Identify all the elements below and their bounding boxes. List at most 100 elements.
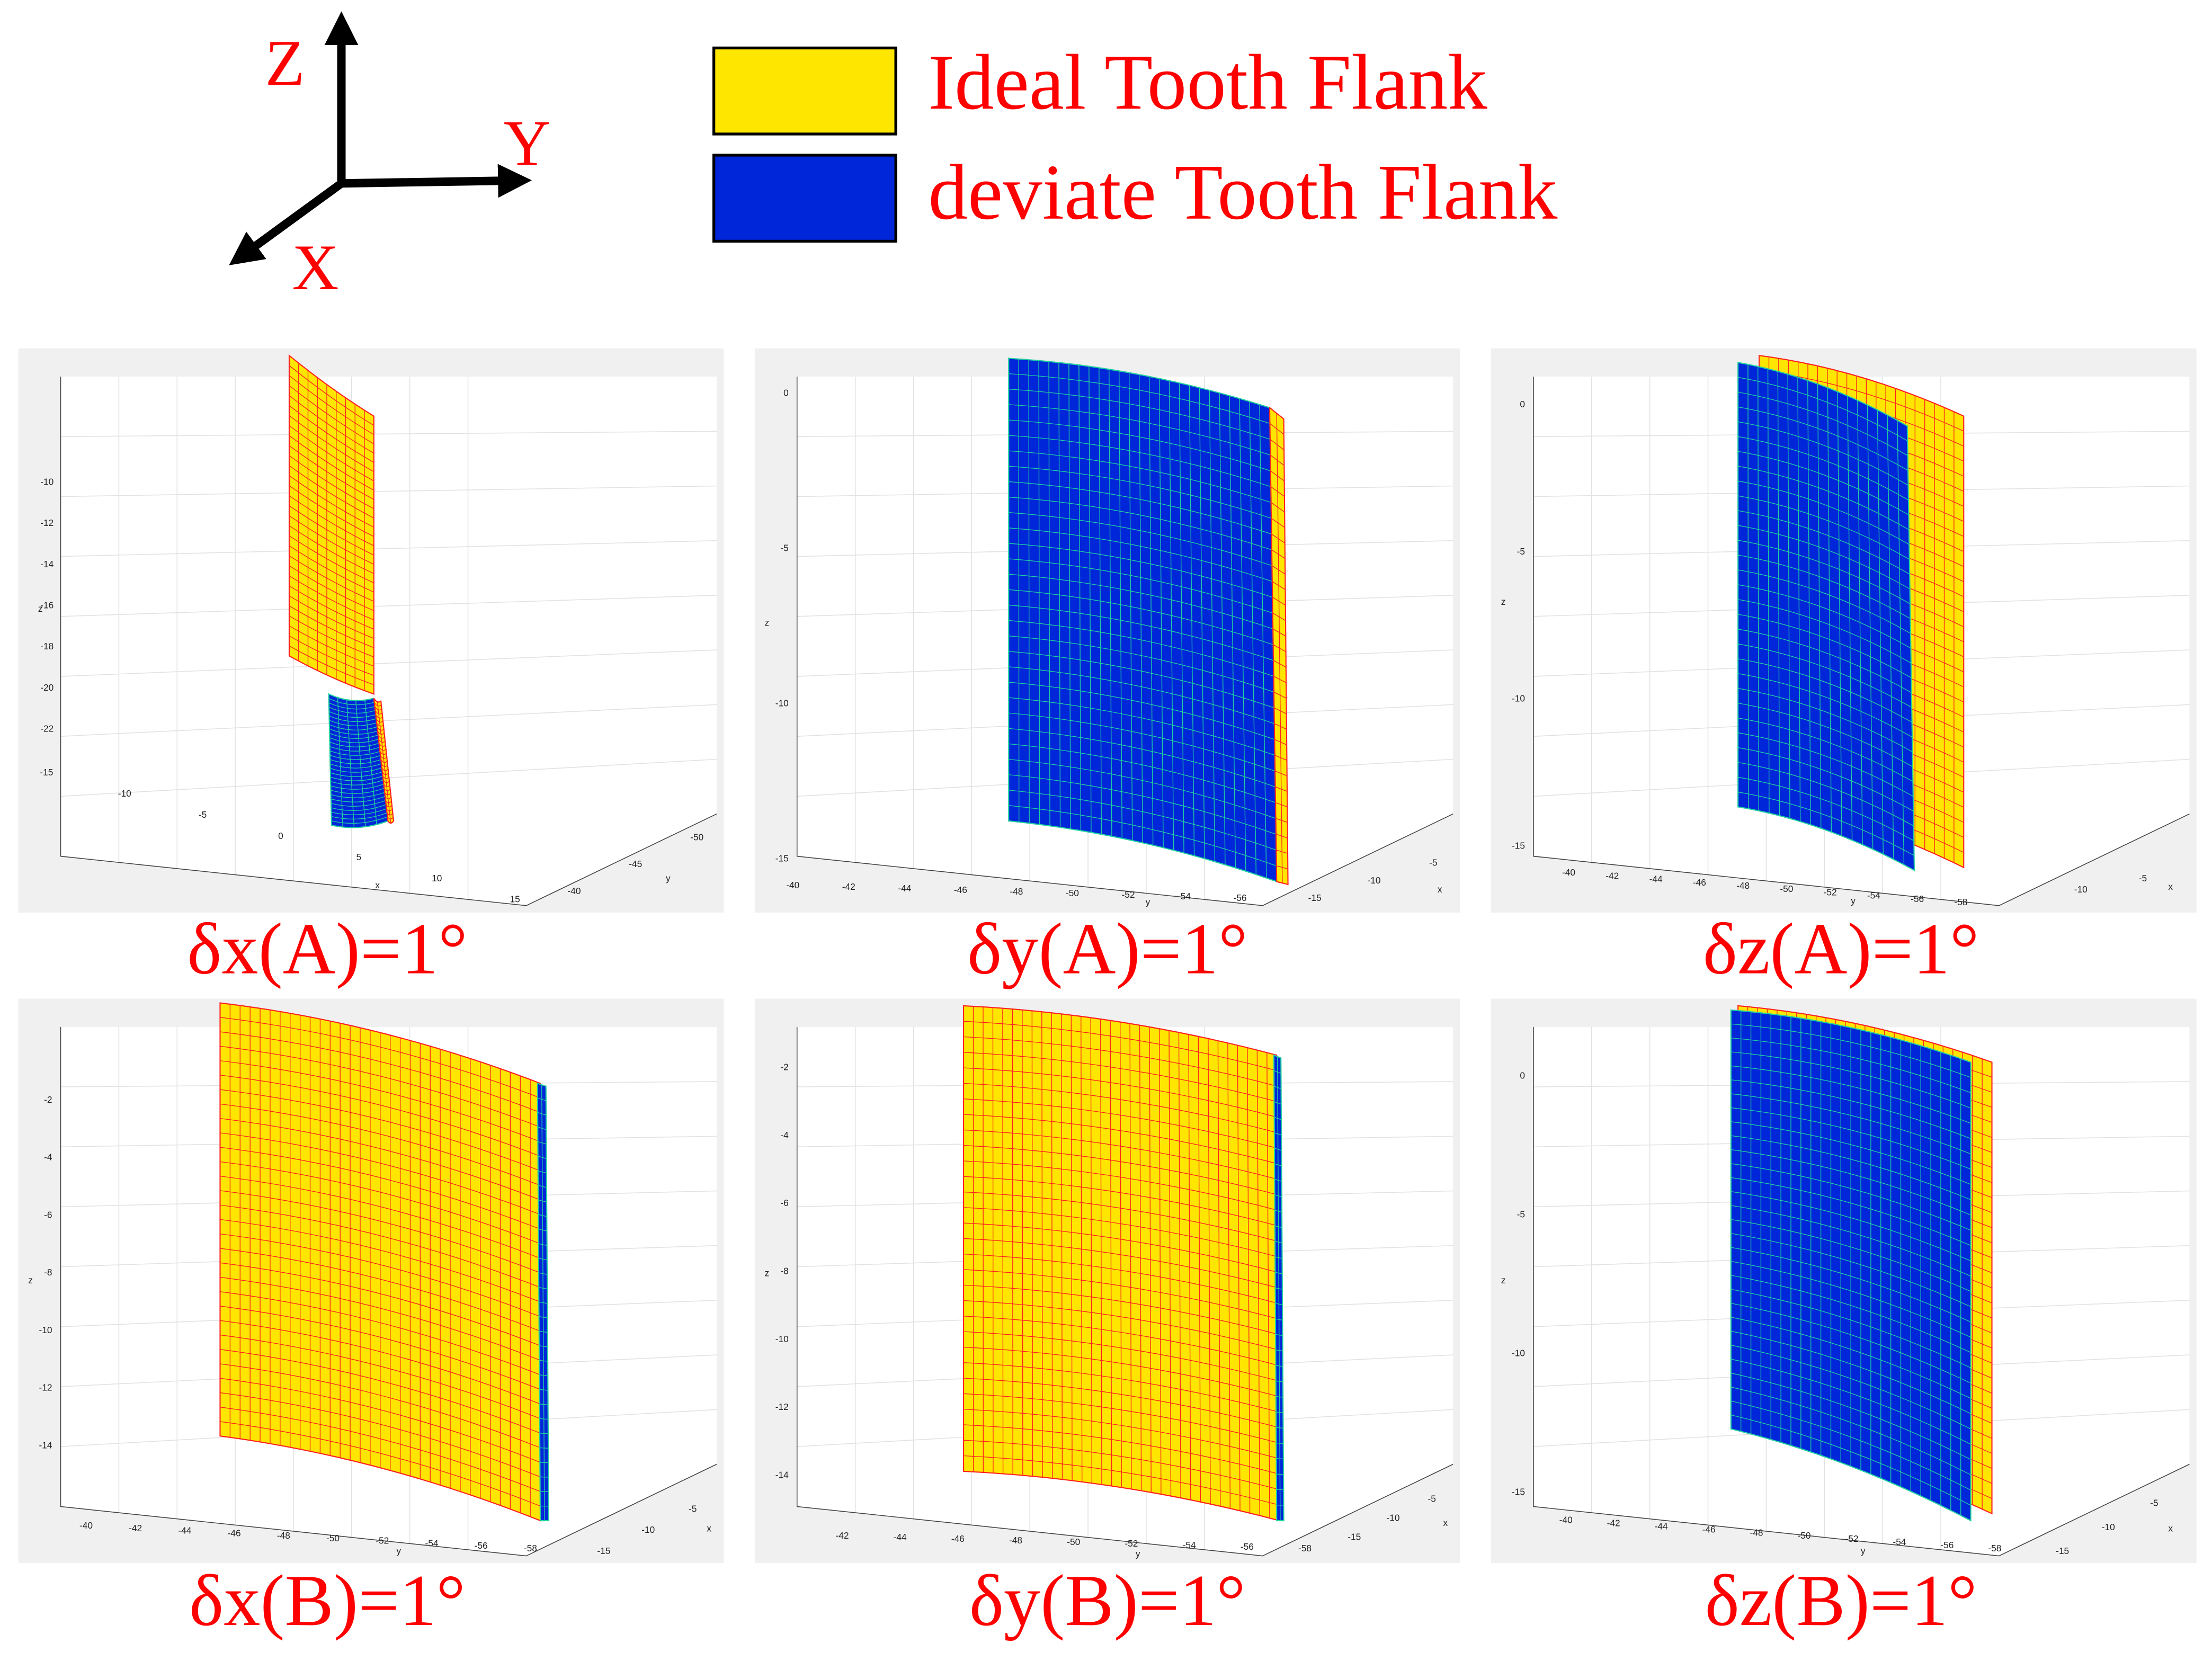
flank-grid (1738, 391, 1908, 456)
flank-grid (329, 720, 377, 727)
flank-grid (963, 1114, 1278, 1164)
x-tick-label: 0 (278, 830, 283, 841)
flank-grid (963, 1455, 1280, 1506)
flank-grid (1009, 389, 1271, 440)
flank-grid (1731, 1275, 1971, 1353)
flank-grid (1009, 743, 1276, 803)
flank-grid (1738, 540, 1911, 604)
flank-grid (385, 800, 392, 803)
flank-grid (330, 767, 382, 773)
flank-grid (963, 1052, 1277, 1102)
flank-grid (537, 1097, 547, 1101)
flank-grid (220, 1060, 541, 1142)
y-tick-label: -50 (690, 832, 703, 843)
flank-grid (1276, 850, 1288, 854)
flank-grid (331, 788, 385, 794)
flank-grid (1009, 419, 1271, 471)
flank-grid (1731, 1233, 1971, 1307)
flank-grid (289, 385, 374, 444)
flank-grid (1276, 1365, 1283, 1367)
flank-grid (963, 1191, 1278, 1242)
flank-grid (220, 1046, 541, 1128)
x-axis-label: x (2168, 1523, 2173, 1534)
flank-grid (1009, 651, 1274, 709)
plot-panel: -10-12-14-16-18-20-22-40-45-50-15-10-505… (18, 348, 724, 913)
flank-grid (1009, 620, 1274, 677)
z-tick-label: 0 (783, 388, 789, 398)
flank-grid (539, 1404, 548, 1405)
flank-grid (382, 771, 389, 775)
flank-grid (539, 1345, 548, 1347)
flank-grid (383, 788, 391, 791)
flank-grid (289, 435, 374, 491)
flank-grid (387, 816, 394, 820)
flank-grid (1274, 1194, 1282, 1198)
flank-grid (539, 1301, 548, 1304)
flank-grid (378, 739, 386, 743)
x-tick-label: -5 (1428, 1494, 1436, 1504)
flank-grid (538, 1199, 547, 1203)
flank-grid (1731, 1400, 1971, 1490)
flank-grid (539, 1316, 548, 1318)
flank-grid (289, 636, 374, 676)
y-tick-label: -42 (129, 1523, 142, 1533)
flank-grid (540, 1462, 549, 1463)
flank-grid (220, 1334, 541, 1419)
flank-grid (1271, 549, 1286, 559)
x-tick-label: 15 (510, 894, 520, 905)
flank-grid (289, 575, 374, 621)
flank-grid (963, 1393, 1279, 1444)
z-tick-label: -10 (39, 1325, 52, 1335)
z-tick-label: -10 (1512, 693, 1525, 704)
flank-grid (538, 1243, 547, 1246)
flank-grid (374, 710, 382, 715)
flank-grid (289, 545, 374, 593)
y-axis-label: y (396, 1546, 401, 1556)
flank-grid (289, 535, 374, 584)
flank-grid (1275, 802, 1288, 808)
flank-grid (328, 707, 376, 714)
axis-lines (60, 1026, 717, 1557)
x-axis-label: x (1443, 1517, 1448, 1528)
panel-caption: δy(A)=1° (967, 908, 1247, 989)
flank-grid (1009, 466, 1272, 519)
flank-grid (1275, 786, 1288, 792)
flank-grid (331, 804, 387, 811)
z-tick-label: -6 (44, 1209, 52, 1220)
y-tick-label: -52 (1824, 887, 1837, 897)
flank-grid (289, 475, 374, 528)
flank-grid (380, 755, 387, 759)
flank-grid (1738, 525, 1910, 590)
z-tick-label: -16 (40, 600, 53, 610)
x-tick-label: -10 (1386, 1513, 1399, 1523)
flank-grid (378, 743, 386, 747)
legend-label: Ideal Tooth Flank (928, 39, 1487, 126)
y-axis-label: y (666, 873, 671, 883)
flank-grid (220, 1190, 541, 1273)
flank-grid (330, 763, 382, 769)
flank-grid (1274, 1225, 1282, 1228)
flank-grid (1738, 584, 1911, 649)
y-axis-label: y (1861, 1546, 1866, 1556)
flank-grid (220, 1392, 541, 1478)
flank-grid (289, 505, 374, 556)
y-tick-label: -58 (1298, 1543, 1312, 1553)
flank-grid (330, 771, 382, 777)
flank-grid (963, 1222, 1278, 1273)
flank-grid (1738, 495, 1910, 560)
y-tick-label: -54 (1867, 890, 1880, 901)
y-tick-label: -44 (894, 1532, 907, 1542)
flank-grid (1274, 1178, 1282, 1182)
y-tick-label: -50 (1780, 883, 1793, 894)
flank-grid (289, 585, 374, 630)
flank-grid (289, 605, 374, 648)
flank-grid (1738, 688, 1913, 753)
flank-grid (1738, 436, 1909, 501)
flank-grid (330, 775, 383, 781)
flank-grid (220, 1349, 541, 1434)
plot-panel: 0 -5 -10 -15 -40 -42 -44 -46 -48 -50 -52 -54 -56 -15 -… (754, 348, 1460, 913)
y-tick-label: -44 (898, 883, 911, 894)
flank-grid (1731, 1163, 1971, 1231)
z-axis-label: z (764, 618, 769, 628)
box-grid (60, 431, 717, 437)
